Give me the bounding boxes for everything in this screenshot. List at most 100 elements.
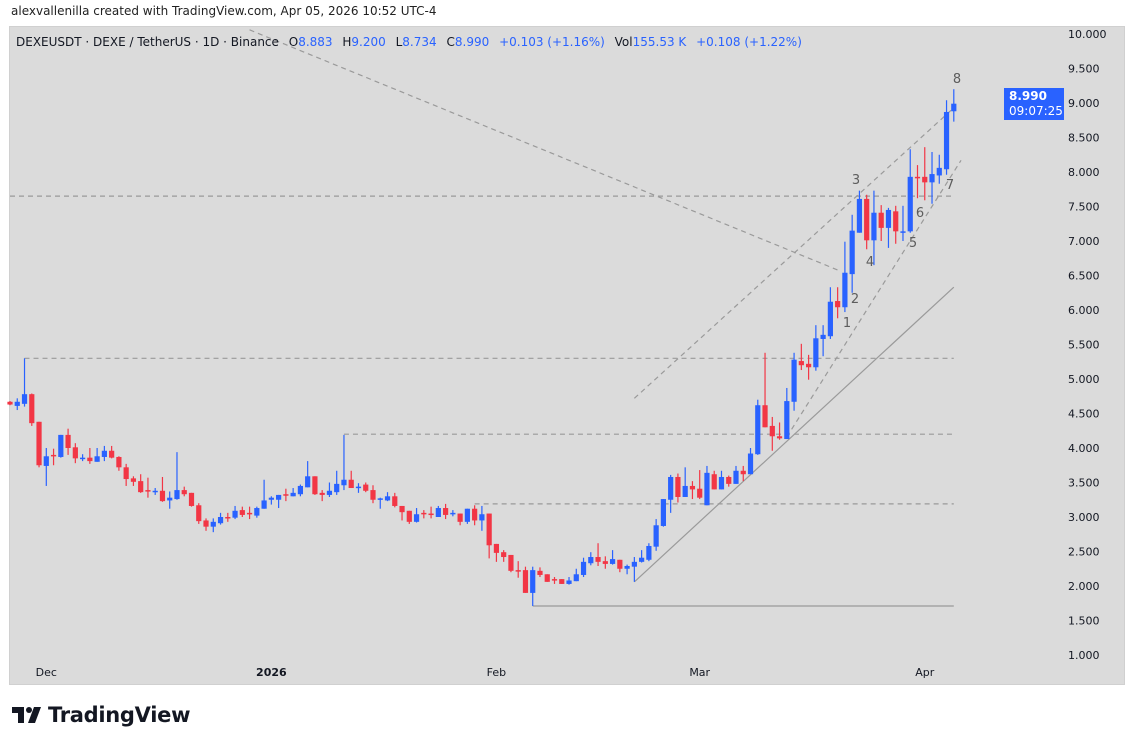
candle-body: [682, 485, 688, 497]
candle: [457, 513, 463, 526]
time-tick-label: Feb: [487, 666, 506, 679]
candle-body: [675, 476, 681, 497]
price-tick-label: 4.500: [1068, 408, 1100, 421]
volume-change-value: +0.108 (+1.22%): [696, 35, 802, 49]
candle-body: [631, 561, 637, 567]
low-value: 8.734: [402, 35, 437, 49]
candle-body: [239, 510, 245, 515]
candle: [951, 89, 957, 122]
candle: [399, 505, 405, 521]
candle: [138, 474, 144, 493]
candle: [668, 474, 674, 513]
candle: [479, 505, 485, 531]
candle: [566, 577, 572, 585]
candle: [341, 434, 347, 491]
price-axis[interactable]: 10.000 9.500 9.000 8.500 8.000 7.500 7.000 6.50…: [1068, 28, 1107, 662]
candle-body: [639, 557, 645, 562]
candle-body: [755, 405, 761, 455]
price-tick-label: 2.000: [1068, 580, 1100, 593]
candle-body: [203, 520, 209, 527]
candle-body: [580, 561, 587, 575]
candle-body: [384, 496, 391, 501]
candle: [246, 506, 253, 520]
candle-body: [58, 434, 64, 457]
candle: [762, 352, 768, 428]
candle-body: [864, 198, 870, 241]
candle: [283, 488, 289, 502]
candle-body: [159, 490, 166, 502]
candle: [377, 497, 383, 509]
candle: [29, 393, 35, 426]
candle: [428, 506, 434, 519]
chart-pane[interactable]: [9, 26, 1125, 685]
candle: [769, 416, 775, 451]
symbol-title[interactable]: DEXEUSDT · DEXE / TetherUS · 1D · Binanc…: [16, 35, 279, 49]
candle-body: [7, 401, 13, 405]
candle: [675, 473, 681, 503]
candle-body: [130, 478, 137, 482]
candle-body: [326, 490, 333, 495]
candle-body: [820, 334, 826, 339]
candle: [276, 494, 282, 509]
close-label: C: [446, 35, 455, 49]
candle-body: [914, 176, 921, 179]
high-label: H: [342, 35, 352, 49]
candle-body: [835, 301, 841, 308]
price-tick-label: 10.000: [1068, 28, 1107, 41]
open-value: 8.883: [298, 35, 333, 49]
candle: [413, 508, 420, 523]
candle-body: [421, 512, 427, 515]
candle: [290, 488, 296, 497]
candle-body: [312, 476, 318, 495]
candle-body: [588, 557, 594, 564]
candle-body: [878, 212, 884, 228]
candle: [813, 325, 819, 371]
volume-label: Vol: [614, 35, 633, 49]
candle-body: [290, 492, 296, 497]
candle-body: [602, 561, 608, 564]
candle: [631, 557, 637, 582]
candle-body: [43, 456, 49, 466]
candle-body: [907, 176, 913, 232]
candle: [363, 482, 369, 493]
candle: [827, 287, 833, 339]
candle-body: [885, 209, 892, 228]
candle-body: [522, 570, 529, 593]
candle: [7, 401, 13, 406]
candle: [791, 352, 797, 411]
candle: [21, 358, 28, 407]
candle-body: [900, 231, 906, 233]
candle-body: [573, 574, 579, 582]
candle-body: [246, 512, 253, 515]
tradingview-logo[interactable]: TradingView: [12, 703, 190, 727]
candle-body: [849, 230, 855, 275]
candle-body: [842, 272, 848, 308]
candle: [319, 490, 325, 502]
candle: [697, 470, 703, 500]
candle-body: [704, 472, 710, 506]
candle: [936, 154, 942, 184]
candle-body: [196, 505, 202, 522]
candle-body: [798, 361, 804, 366]
candle-body: [435, 508, 441, 517]
candle-body: [29, 394, 35, 424]
candle: [885, 207, 892, 248]
candle-body: [951, 103, 957, 112]
time-tick-label: Mar: [689, 666, 710, 679]
candle: [849, 214, 855, 293]
candle: [210, 518, 216, 533]
time-axis[interactable]: Dec 2026 Feb Mar Apr: [36, 666, 935, 679]
candle: [747, 448, 754, 475]
candle: [486, 513, 492, 559]
candle: [101, 445, 107, 462]
candle-body: [457, 513, 463, 522]
candle: [312, 476, 318, 495]
candle: [718, 470, 725, 490]
candle: [914, 165, 921, 199]
candle: [232, 505, 238, 520]
candle: [392, 492, 398, 508]
candle: [900, 205, 906, 241]
candle: [588, 552, 594, 566]
candle: [820, 325, 826, 357]
